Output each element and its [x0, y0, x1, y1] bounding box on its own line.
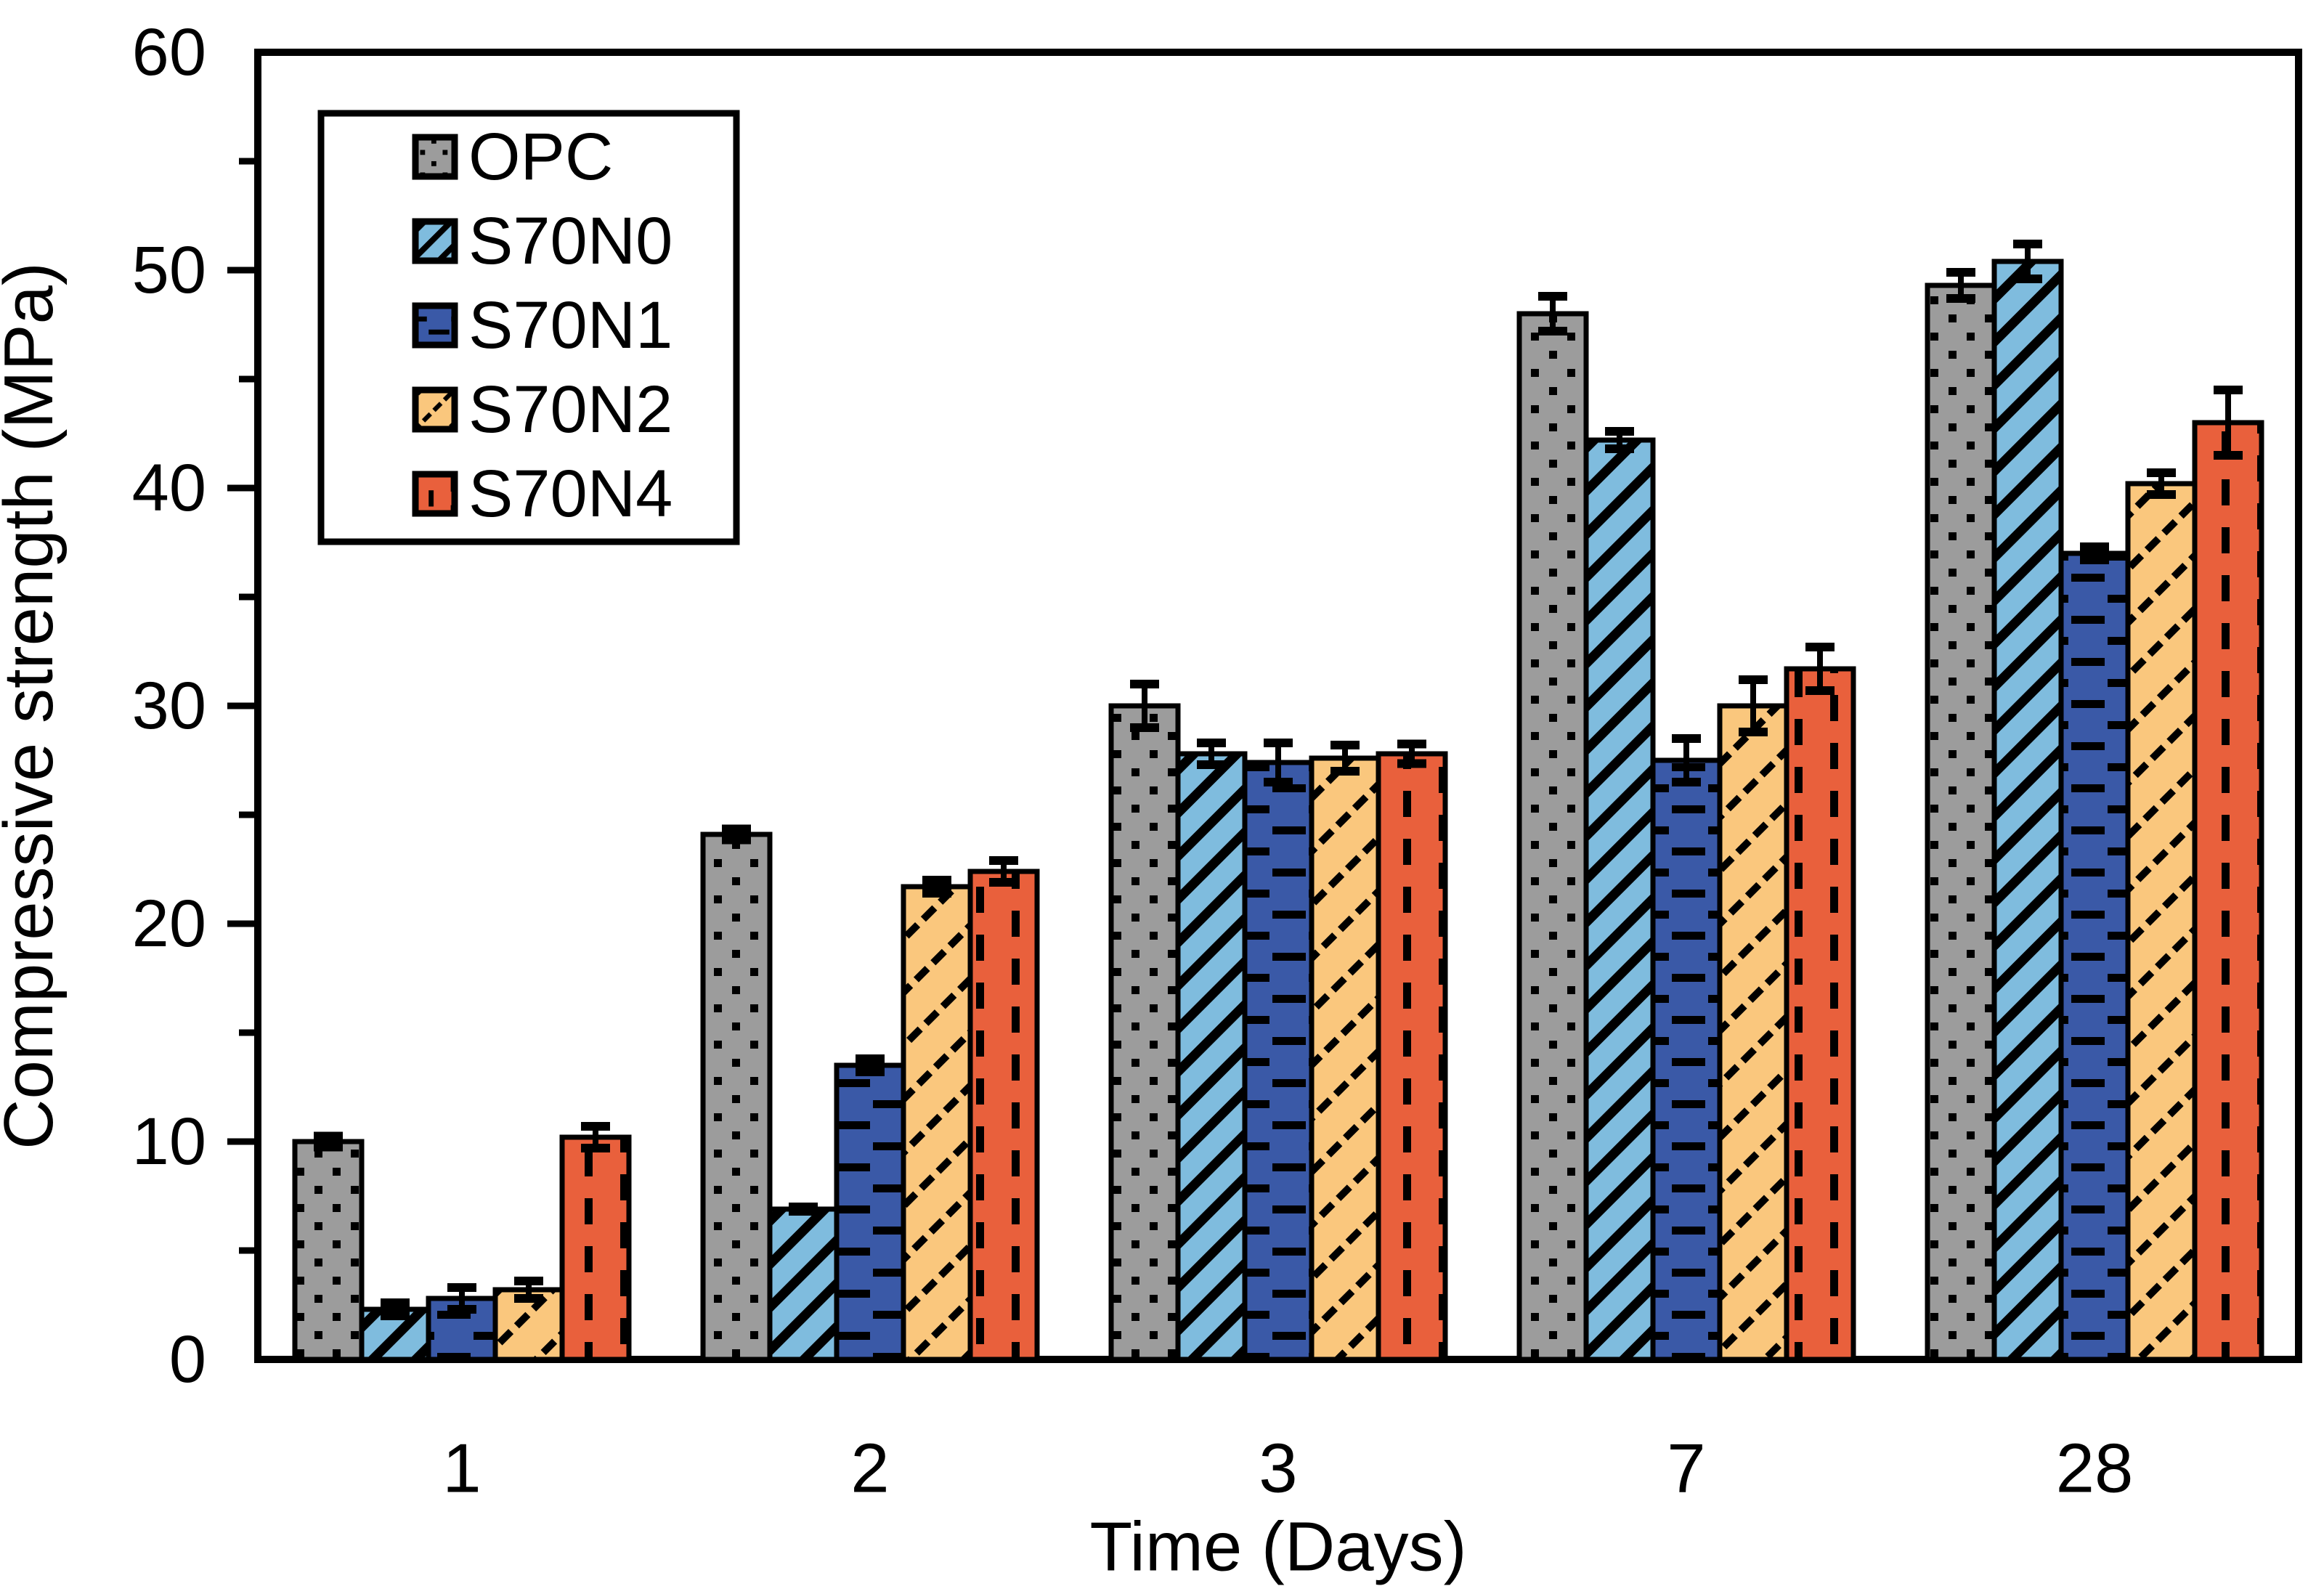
- error-bar-OPC-day-7: [1538, 292, 1567, 336]
- bar-S70N0-day-28: [1991, 259, 2064, 1362]
- error-bar-S70N0-day-7: [1605, 427, 1634, 453]
- error-bar-S70N0-day-1: [381, 1298, 410, 1320]
- error-bar-S70N4-day-2: [989, 856, 1018, 887]
- legend-key-OPC: [412, 134, 458, 180]
- bar-S70N1-day-7: [1650, 757, 1723, 1362]
- bar-S70N1-day-3: [1242, 760, 1315, 1362]
- x-category-label-1: 1: [442, 1430, 481, 1508]
- legend-item-OPC: OPC: [412, 120, 613, 194]
- bar-OPC-day-1: [292, 1139, 365, 1362]
- y-tick-label: 30: [132, 669, 206, 743]
- legend-item-S70N0: S70N0: [412, 204, 673, 278]
- legend-item-S70N1: S70N1: [412, 288, 673, 362]
- bar-S70N2-day-3: [1309, 755, 1381, 1362]
- error-bar-S70N1-day-7: [1672, 734, 1701, 786]
- bar-OPC-day-2: [700, 831, 773, 1362]
- y-tick-label: 40: [132, 451, 206, 525]
- error-bar-S70N0-day-28: [2013, 240, 2042, 283]
- bar-S70N4-day-2: [967, 869, 1040, 1362]
- y-axis-title: Compressive strength (MPa): [0, 262, 68, 1150]
- bar-S70N4-day-28: [2192, 420, 2264, 1362]
- error-bar-S70N2-day-28: [2147, 468, 2176, 499]
- error-bar-S70N1-day-2: [856, 1054, 885, 1076]
- bar-OPC-day-3: [1108, 703, 1181, 1362]
- legend-box: [317, 110, 740, 545]
- x-category-label-2: 2: [850, 1430, 889, 1508]
- error-bar-S70N1-day-1: [447, 1283, 476, 1314]
- bar-S70N4-day-7: [1784, 666, 1856, 1362]
- bar-S70N0-day-7: [1583, 437, 1656, 1362]
- error-bar-S70N2-day-2: [922, 876, 951, 898]
- y-tick-label: 0: [169, 1322, 206, 1396]
- error-bar-S70N2-day-7: [1739, 675, 1768, 736]
- bar-S70N4-day-1: [559, 1134, 632, 1362]
- legend-key-S70N1: [412, 302, 458, 349]
- y-tick-label: 50: [132, 233, 206, 307]
- bar-S70N2-day-2: [901, 884, 973, 1362]
- error-bar-S70N4-day-7: [1805, 643, 1835, 695]
- legend-label-S70N2: S70N2: [468, 373, 673, 447]
- legend: OPC S70N0 S70N1 S70N2 S70N4: [317, 110, 740, 545]
- legend-key-S70N0: [412, 218, 458, 264]
- x-axis-title: Time (Days): [1089, 1508, 1466, 1586]
- error-bar-OPC-day-2: [722, 824, 751, 845]
- error-bar-S70N4-day-28: [2214, 386, 2243, 460]
- error-bars-layer: [314, 240, 2243, 1320]
- legend-key-S70N2: [412, 386, 458, 433]
- error-bar-S70N4-day-3: [1397, 739, 1426, 768]
- error-bar-S70N2-day-1: [514, 1277, 543, 1303]
- bar-S70N2-day-28: [2125, 481, 2198, 1362]
- y-axis-ticks: 0 10 20 30 40 50 60: [132, 15, 256, 1396]
- y-tick-label: 10: [132, 1105, 206, 1179]
- error-bar-OPC-day-28: [1946, 268, 1975, 303]
- x-category-label-28: 28: [2056, 1430, 2134, 1508]
- legend-label-OPC: OPC: [468, 120, 613, 194]
- y-tick-label: 20: [132, 887, 206, 961]
- legend-label-S70N0: S70N0: [468, 204, 673, 278]
- x-category-label-7: 7: [1667, 1430, 1705, 1508]
- legend-item-S70N4: S70N4: [412, 457, 673, 531]
- bar-OPC-day-28: [1925, 282, 1997, 1362]
- error-bar-S70N2-day-3: [1330, 741, 1360, 776]
- legend-items: OPC S70N0 S70N1 S70N2 S70N4: [412, 120, 673, 531]
- bar-S70N0-day-2: [767, 1206, 840, 1362]
- bars-layer: [292, 259, 2264, 1362]
- y-tick-label: 60: [132, 15, 206, 89]
- error-bar-S70N1-day-3: [1264, 739, 1293, 786]
- legend-label-S70N4: S70N4: [468, 457, 673, 531]
- error-bar-S70N0-day-3: [1197, 739, 1226, 769]
- x-category-label-3: 3: [1259, 1430, 1297, 1508]
- error-bar-OPC-day-3: [1130, 680, 1159, 732]
- legend-item-S70N2: S70N2: [412, 373, 673, 447]
- error-bar-S70N0-day-2: [789, 1203, 818, 1216]
- error-bar-S70N4-day-1: [581, 1122, 610, 1152]
- x-axis-labels: 1 2 3 7 28: [442, 1430, 2133, 1508]
- error-bar-OPC-day-1: [314, 1131, 343, 1152]
- legend-label-S70N1: S70N1: [468, 288, 673, 362]
- bar-S70N0-day-3: [1175, 751, 1248, 1362]
- bar-S70N2-day-7: [1717, 703, 1789, 1362]
- legend-key-S70N4: [412, 471, 458, 517]
- bar-S70N4-day-3: [1376, 751, 1448, 1362]
- bar-S70N1-day-28: [2058, 550, 2131, 1362]
- error-bar-S70N1-day-28: [2080, 542, 2109, 564]
- bar-OPC-day-7: [1516, 311, 1589, 1362]
- bar-S70N1-day-2: [834, 1062, 906, 1362]
